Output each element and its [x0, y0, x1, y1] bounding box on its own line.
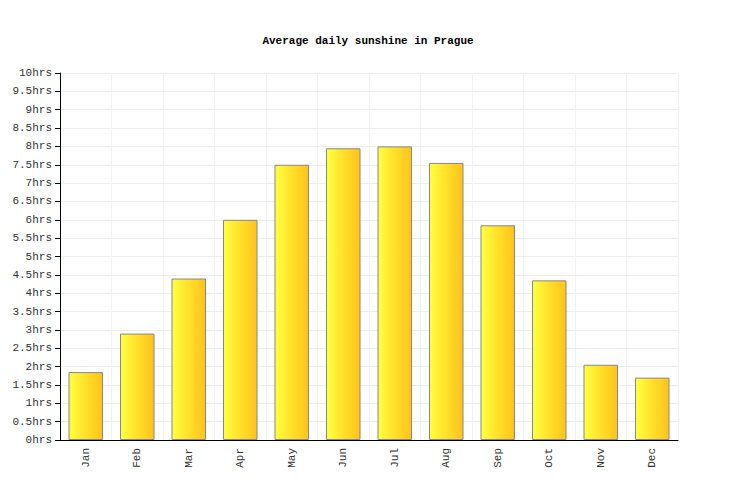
svg-text:6hrs: 6hrs [26, 214, 52, 226]
svg-text:0.5hrs: 0.5hrs [12, 416, 52, 428]
svg-text:Average daily sunshine in Prag: Average daily sunshine in Prague [262, 35, 474, 47]
svg-text:Feb: Feb [131, 448, 143, 468]
svg-text:3hrs: 3hrs [26, 324, 52, 336]
svg-text:5hrs: 5hrs [26, 251, 52, 263]
svg-text:Aug: Aug [440, 448, 452, 468]
svg-text:Nov: Nov [595, 448, 607, 468]
svg-text:1.5hrs: 1.5hrs [12, 379, 52, 391]
svg-text:5.5hrs: 5.5hrs [12, 232, 52, 244]
svg-text:Jul: Jul [389, 448, 401, 468]
svg-text:0hrs: 0hrs [26, 434, 52, 446]
svg-text:Mar: Mar [183, 448, 195, 468]
svg-text:9.5hrs: 9.5hrs [12, 85, 52, 97]
svg-text:8hrs: 8hrs [26, 140, 52, 152]
svg-text:1hrs: 1hrs [26, 397, 52, 409]
svg-text:4hrs: 4hrs [26, 287, 52, 299]
svg-text:3.5hrs: 3.5hrs [12, 306, 52, 318]
svg-text:6.5hrs: 6.5hrs [12, 195, 52, 207]
svg-text:Dec: Dec [646, 448, 658, 468]
svg-text:8.5hrs: 8.5hrs [12, 122, 52, 134]
svg-text:2hrs: 2hrs [26, 361, 52, 373]
svg-text:Sep: Sep [492, 448, 504, 468]
svg-text:2.5hrs: 2.5hrs [12, 342, 52, 354]
svg-text:May: May [286, 448, 298, 468]
svg-text:Jun: Jun [337, 448, 349, 468]
svg-text:4.5hrs: 4.5hrs [12, 269, 52, 281]
svg-text:Oct: Oct [543, 448, 555, 468]
svg-text:Apr: Apr [234, 448, 246, 468]
svg-text:7hrs: 7hrs [26, 177, 52, 189]
svg-text:7.5hrs: 7.5hrs [12, 159, 52, 171]
svg-text:Jan: Jan [80, 448, 92, 468]
svg-text:10hrs: 10hrs [19, 67, 52, 79]
svg-text:9hrs: 9hrs [26, 104, 52, 116]
